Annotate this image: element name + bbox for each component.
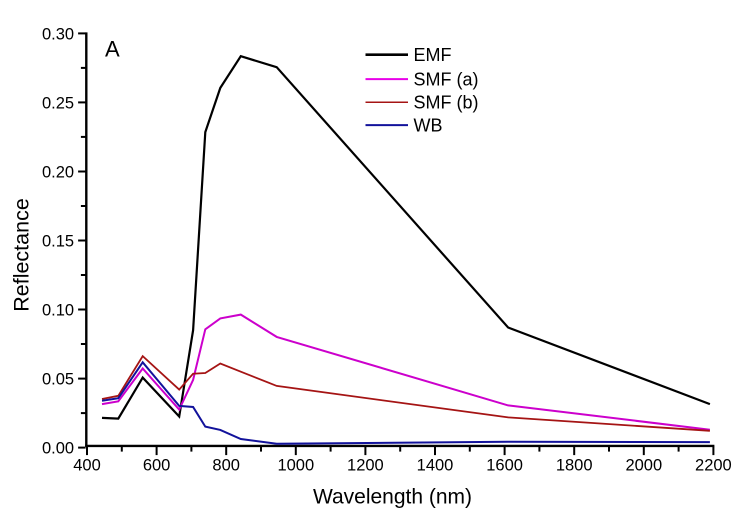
svg-text:600: 600: [143, 457, 171, 475]
svg-text:0.20: 0.20: [42, 164, 74, 182]
svg-text:SMF (a): SMF (a): [414, 70, 479, 90]
svg-text:WB: WB: [414, 116, 443, 136]
svg-text:0.10: 0.10: [42, 302, 74, 320]
svg-text:Wavelength (nm): Wavelength (nm): [313, 486, 472, 509]
svg-text:1200: 1200: [347, 457, 384, 475]
svg-text:800: 800: [212, 457, 240, 475]
svg-text:SMF (b): SMF (b): [414, 93, 479, 113]
svg-text:Reflectance: Reflectance: [10, 198, 34, 312]
svg-text:2000: 2000: [625, 457, 662, 475]
svg-text:1400: 1400: [417, 457, 454, 475]
svg-text:0.15: 0.15: [42, 233, 74, 251]
svg-text:0.25: 0.25: [42, 94, 74, 112]
svg-text:1800: 1800: [556, 457, 593, 475]
svg-text:400: 400: [73, 457, 101, 475]
svg-text:1600: 1600: [486, 457, 523, 475]
svg-text:0.00: 0.00: [42, 440, 74, 458]
svg-text:A: A: [105, 37, 120, 62]
svg-text:1000: 1000: [277, 457, 314, 475]
svg-text:0.05: 0.05: [42, 371, 74, 389]
svg-text:EMF: EMF: [414, 45, 452, 65]
svg-text:0.30: 0.30: [42, 25, 74, 43]
svg-text:2200: 2200: [695, 457, 732, 475]
